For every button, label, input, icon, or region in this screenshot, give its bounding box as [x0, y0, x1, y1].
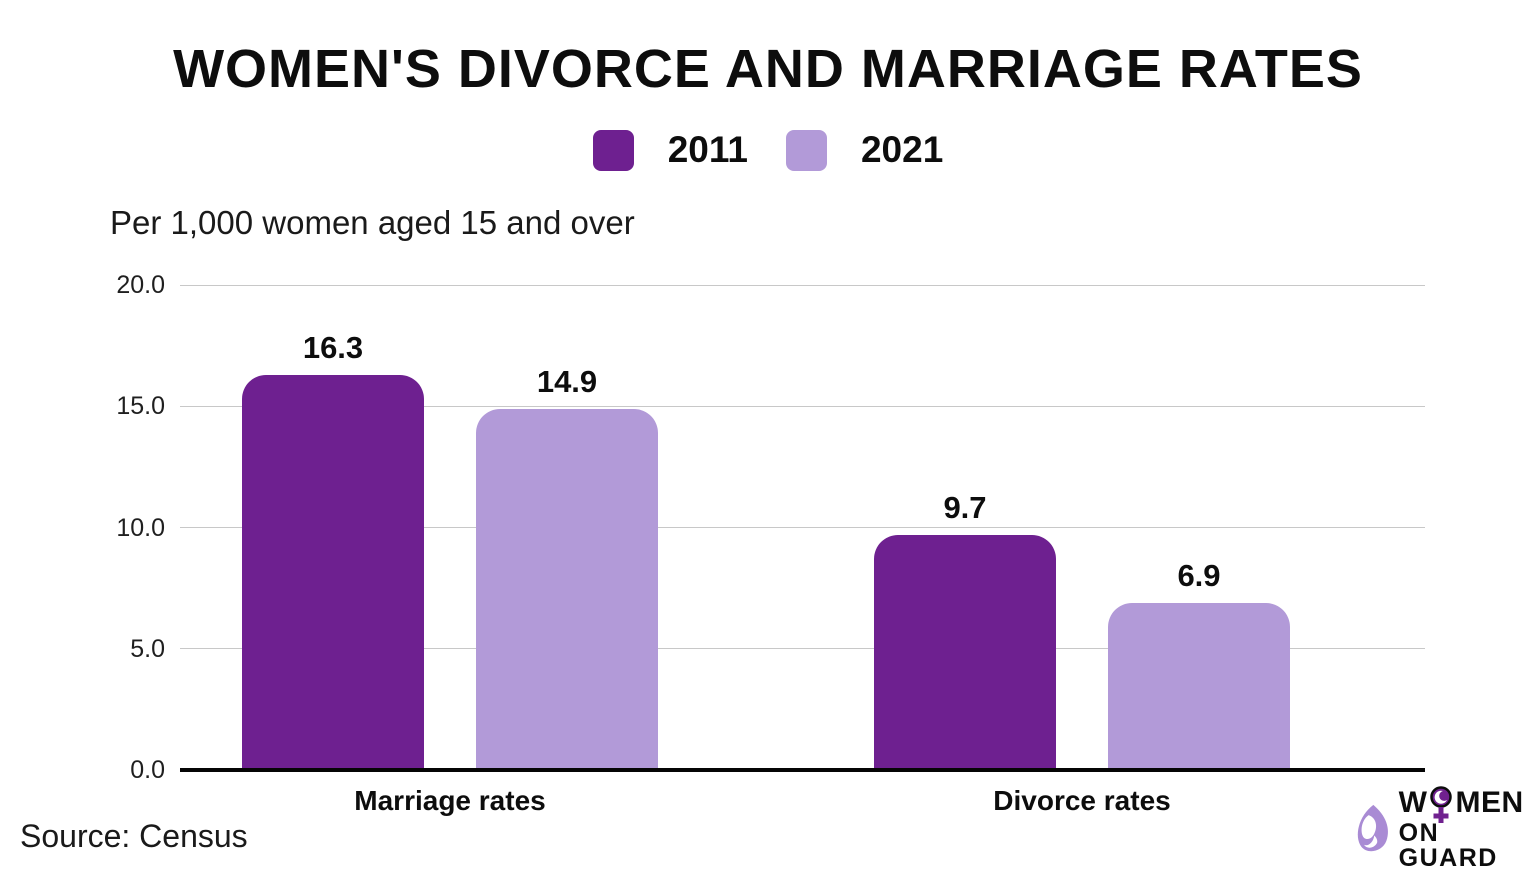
source-attribution: Source: Census	[20, 818, 248, 854]
bar-2011-0	[242, 374, 424, 770]
female-symbol-icon	[1430, 786, 1453, 823]
bar-value-label: 9.7	[943, 489, 987, 525]
bar-2021-1	[1108, 602, 1290, 770]
x-axis-baseline	[180, 768, 1425, 772]
logo-line1: W MEN	[1398, 786, 1536, 823]
bar-value-label: 14.9	[536, 363, 598, 399]
bar-value-label: 16.3	[302, 329, 364, 365]
brand-logo: W MEN ON GUARD	[1352, 786, 1536, 871]
bar-value-label: 6.9	[1177, 557, 1221, 593]
logo-text: W MEN ON GUARD	[1399, 786, 1536, 871]
y-gridline	[180, 648, 1425, 650]
y-gridline	[180, 405, 1425, 407]
y-axis-tick-label: 10.0	[116, 513, 165, 542]
page-title: WOMEN'S DIVORCE AND MARRIAGE RATES	[173, 39, 1363, 99]
category-label: Divorce rates	[993, 785, 1171, 816]
logo-mark-icon	[1357, 804, 1388, 851]
y-axis-tick-label: 5.0	[130, 634, 165, 663]
category-label: Marriage rates	[354, 785, 546, 816]
legend-swatch-2021	[785, 129, 827, 171]
bar-2021-0	[476, 408, 658, 770]
y-axis-tick-label: 20.0	[116, 271, 165, 299]
legend-item-2021: 2021	[785, 129, 944, 171]
chart-legend: 2011 2021	[0, 129, 1536, 171]
legend-item-2011: 2011	[592, 129, 748, 171]
y-gridline	[180, 284, 1425, 286]
legend-label-2011: 2011	[667, 129, 748, 170]
logo-line1-post: MEN	[1455, 786, 1524, 819]
bar-2011-1	[874, 534, 1056, 770]
legend-swatch-2011	[592, 129, 634, 171]
axis-unit-label: Per 1,000 women aged 15 and over	[110, 204, 635, 241]
y-axis-tick-label: 15.0	[116, 392, 165, 421]
y-axis-tick-label: 0.0	[130, 756, 165, 784]
legend-label-2021: 2021	[860, 129, 944, 170]
y-gridline	[180, 527, 1425, 528]
logo-line1-pre: W	[1398, 786, 1428, 819]
